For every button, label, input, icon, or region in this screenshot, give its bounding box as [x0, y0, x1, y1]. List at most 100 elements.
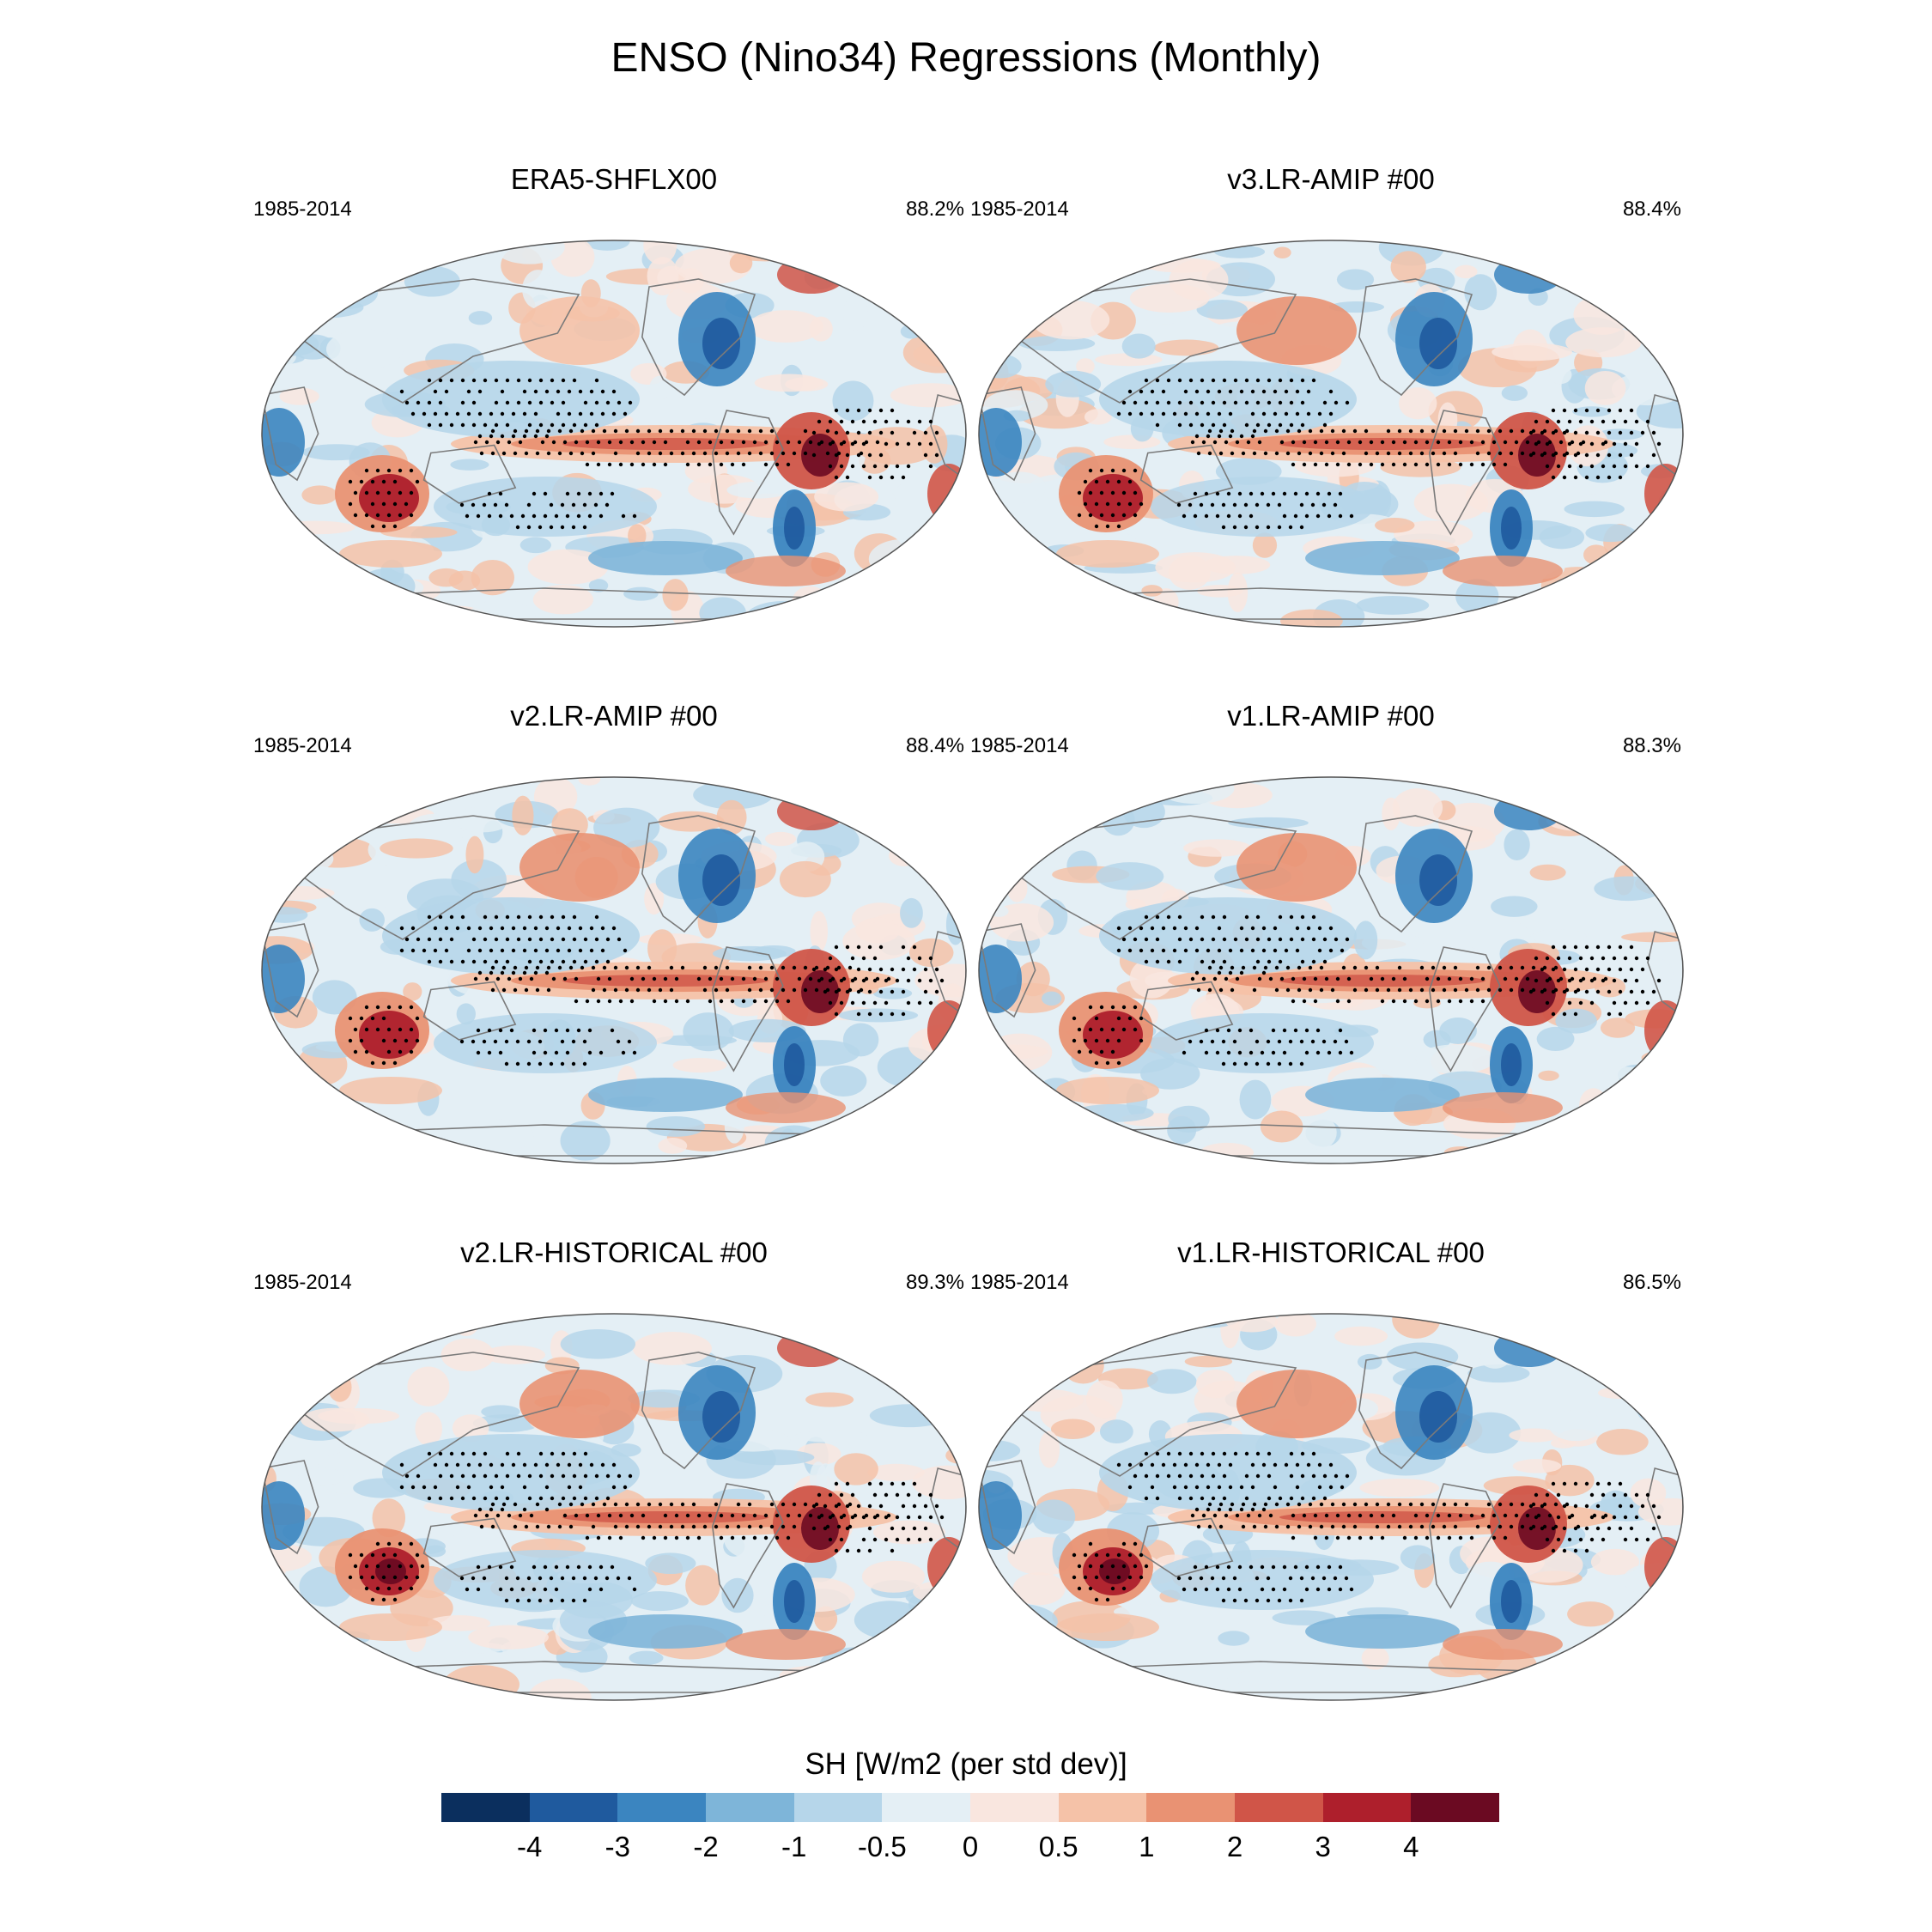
map-border — [261, 1313, 967, 1701]
coastline — [1358, 815, 1473, 933]
coastline — [1020, 1352, 1297, 1477]
map-border — [978, 1313, 1684, 1701]
colorbar-swatch — [1146, 1793, 1236, 1822]
colorbar-tick-label: -4 — [516, 1831, 543, 1862]
colorbar-tick-label: 0.5 — [1038, 1831, 1078, 1862]
map-border — [978, 776, 1684, 1164]
colorbar-tick-label: -0.5 — [857, 1831, 907, 1862]
panel-pattern-correlation: 88.2% — [905, 197, 964, 221]
colorbar-tick-label: 0 — [962, 1831, 979, 1862]
map-border — [261, 776, 967, 1164]
panel-pattern-correlation: 86.5% — [1622, 1271, 1681, 1294]
colorbar-tick-label: -3 — [605, 1831, 630, 1862]
coastline — [1139, 444, 1234, 504]
colorbar-tick-label: 2 — [1226, 1831, 1243, 1862]
colorbar-swatch — [793, 1793, 883, 1822]
panel-pattern-correlation: 88.3% — [1622, 734, 1681, 757]
coastline — [641, 278, 756, 397]
map-canvas — [978, 240, 1684, 628]
figure-title: ENSO (Nino34) Regressions (Monthly) — [611, 35, 1321, 81]
coastline — [262, 923, 319, 1018]
significance-stipple — [1072, 914, 1662, 1066]
colorbar-tick-label: -1 — [781, 1831, 807, 1862]
colorbar-tick-label: 4 — [1403, 1831, 1419, 1862]
coastline — [979, 923, 1036, 1018]
map-canvas — [978, 776, 1684, 1164]
significance-stipple — [1077, 378, 1662, 530]
panel-title: v1.LR-AMIP #00 — [1227, 700, 1435, 732]
coastline — [711, 946, 784, 1072]
colorbar-swatch — [970, 1793, 1060, 1822]
coastline — [979, 1460, 1036, 1555]
panel-period: 1985-2014 — [253, 197, 352, 221]
coastline — [303, 1352, 580, 1477]
map-field — [262, 240, 966, 627]
coastline — [641, 815, 756, 933]
significance-stipple — [348, 1451, 945, 1603]
panel-period: 1985-2014 — [253, 734, 352, 757]
coastline — [1139, 1517, 1234, 1577]
map-panel: ERA5-SHFLX00 1985-2014 88.2% — [253, 163, 975, 644]
map-panel: v3.LR-AMIP #00 1985-2014 88.4% — [970, 163, 1692, 644]
panel-pattern-correlation: 88.4% — [905, 734, 964, 757]
coastline — [303, 815, 580, 940]
coastline — [1428, 410, 1501, 536]
map-panel: v2.LR-AMIP #00 1985-2014 88.4% — [253, 700, 975, 1181]
map-canvas — [261, 1313, 967, 1701]
map-border — [978, 240, 1684, 628]
colorbar-swatch — [1058, 1793, 1147, 1822]
panel-pattern-correlation: 89.3% — [905, 1271, 964, 1294]
colorbar — [441, 1793, 1500, 1822]
colorbar-swatch — [441, 1793, 531, 1822]
map-canvas — [978, 1313, 1684, 1701]
coastline — [979, 386, 1036, 482]
panel-title: v2.LR-HISTORICAL #00 — [460, 1236, 768, 1268]
panel-pattern-correlation: 88.4% — [1622, 197, 1681, 221]
map-panel: v2.LR-HISTORICAL #00 1985-2014 89.3% — [253, 1236, 975, 1717]
panel-period: 1985-2014 — [970, 1271, 1069, 1294]
coastline — [711, 1483, 784, 1609]
coastline — [1020, 815, 1297, 940]
map-border — [261, 240, 967, 628]
coastline — [422, 444, 517, 504]
map-field — [262, 1314, 966, 1700]
colorbar-swatch — [1235, 1793, 1324, 1822]
colorbar-swatch — [706, 1793, 795, 1822]
colorbar-tick-label: 3 — [1315, 1831, 1331, 1862]
coastline — [422, 1517, 517, 1577]
coastline — [1358, 1352, 1473, 1470]
colorbar-label: SH [W/m2 (per std dev)] — [805, 1747, 1127, 1781]
map-panel: v1.LR-AMIP #00 1985-2014 88.3% — [970, 700, 1692, 1181]
panel-title: ERA5-SHFLX00 — [510, 163, 718, 195]
panel-period: 1985-2014 — [253, 1271, 352, 1294]
colorbar-swatch — [1411, 1793, 1500, 1822]
map-panel: v1.LR-HISTORICAL #00 1985-2014 86.5% — [970, 1236, 1692, 1717]
colorbar-tick-label: -2 — [693, 1831, 719, 1862]
coastline — [303, 278, 580, 404]
significance-stipple — [348, 914, 945, 1066]
map-canvas — [261, 776, 967, 1164]
coastline — [711, 410, 784, 536]
colorbar-swatch — [529, 1793, 618, 1822]
map-field — [979, 1314, 1683, 1700]
map-field — [262, 777, 966, 1163]
map-field — [979, 777, 1683, 1163]
coastline — [1428, 946, 1501, 1072]
colorbar-tick-label: 1 — [1139, 1831, 1155, 1862]
panel-period: 1985-2014 — [970, 734, 1069, 757]
panel-title: v1.LR-HISTORICAL #00 — [1177, 1236, 1485, 1268]
colorbar-swatch — [617, 1793, 707, 1822]
colorbar-swatch — [882, 1793, 971, 1822]
coastline — [262, 386, 319, 482]
colorbar-swatch — [1322, 1793, 1412, 1822]
significance-stipple — [1072, 1451, 1662, 1603]
coastline — [641, 1352, 756, 1470]
coastline — [262, 1460, 319, 1555]
coastline — [422, 981, 517, 1041]
panel-title: v2.LR-AMIP #00 — [510, 700, 718, 732]
coastline — [1139, 981, 1234, 1041]
panel-title: v3.LR-AMIP #00 — [1227, 163, 1435, 195]
coastline — [1358, 278, 1473, 397]
map-canvas — [261, 240, 967, 628]
coastline — [1428, 1483, 1501, 1609]
